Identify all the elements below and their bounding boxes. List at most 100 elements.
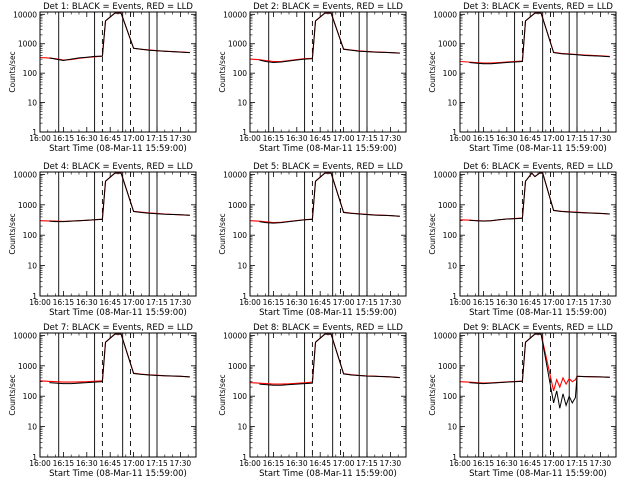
y-tick-label: 10	[237, 99, 247, 108]
y-tick-label: 1	[452, 128, 457, 137]
y-tick-label: 1	[452, 292, 457, 301]
x-tick-label: 17:00	[333, 298, 355, 307]
y-axis-label: Counts/sec	[218, 51, 227, 92]
x-tick-label: 16:15	[53, 298, 75, 307]
chart-title: Det 5: BLACK = Events, RED = LLD	[253, 162, 403, 172]
x-tick-label: 16:15	[473, 459, 495, 468]
y-tick-label: 10	[237, 262, 247, 271]
y-tick-label: 100	[443, 69, 458, 78]
series-line-events	[469, 333, 610, 409]
chart-panel-9: Det 9: BLACK = Events, RED = LLD Counts/s…	[428, 323, 617, 479]
plot-frame	[249, 332, 407, 458]
y-axis-label: Counts/sec	[218, 374, 227, 415]
x-tick-label: 16:00	[29, 459, 51, 468]
series-line-events	[469, 12, 610, 65]
x-tick-label: 17:00	[543, 298, 565, 307]
y-tick-label: 10	[447, 423, 457, 432]
x-tick-label: 16:15	[53, 134, 75, 143]
x-tick-label: 16:00	[449, 298, 471, 307]
series-line-events	[49, 333, 190, 385]
y-tick-label: 1	[242, 292, 247, 301]
y-tick-label: 100	[233, 69, 248, 78]
x-tick-label: 16:30	[76, 459, 98, 468]
x-tick-label: 16:15	[263, 134, 285, 143]
x-axis-label: Start Time (08-Mar-11 15:59:00)	[259, 144, 397, 154]
x-tick-label: 16:00	[449, 459, 471, 468]
x-tick-label: 16:15	[53, 459, 75, 468]
x-tick-label: 16:45	[309, 134, 331, 143]
x-tick-label: 16:00	[29, 298, 51, 307]
series-line-lld	[249, 12, 400, 63]
y-tick-label: 10	[447, 99, 457, 108]
chart-title: Det 7: BLACK = Events, RED = LLD	[43, 323, 193, 333]
plot-frame	[39, 171, 197, 297]
plot-frame	[459, 332, 617, 458]
y-axis-label: Counts/sec	[218, 213, 227, 254]
x-tick-label: 16:45	[519, 134, 541, 143]
y-tick-label: 1	[242, 453, 247, 462]
x-tick-label: 16:30	[286, 459, 308, 468]
chart-title: Det 8: BLACK = Events, RED = LLD	[253, 323, 403, 333]
x-tick-label: 17:15	[356, 134, 378, 143]
chart-title: Det 6: BLACK = Events, RED = LLD	[463, 162, 613, 172]
plot-frame	[459, 11, 617, 133]
series-line-events	[259, 333, 400, 386]
series-line-lld	[459, 333, 610, 392]
x-tick-label: 17:15	[146, 134, 168, 143]
x-tick-label: 16:00	[239, 459, 261, 468]
chart-panel-2: Det 2: BLACK = Events, RED = LLD Counts/s…	[218, 2, 407, 154]
x-tick-label: 17:15	[356, 459, 378, 468]
x-axis-label: Start Time (08-Mar-11 15:59:00)	[49, 469, 187, 479]
x-tick-label: 17:00	[123, 134, 145, 143]
y-tick-label: 1	[32, 292, 37, 301]
chart-panel-6: Det 6: BLACK = Events, RED = LLD Counts/s…	[428, 162, 617, 318]
y-tick-label: 1000	[438, 201, 457, 210]
x-tick-label: 17:30	[170, 298, 192, 307]
y-tick-label: 10000	[433, 331, 457, 340]
y-tick-label: 10000	[223, 331, 247, 340]
x-tick-label: 17:30	[590, 134, 612, 143]
x-tick-label: 16:30	[496, 134, 518, 143]
x-tick-label: 17:00	[333, 459, 355, 468]
y-tick-label: 100	[443, 231, 458, 240]
x-tick-label: 16:30	[76, 298, 98, 307]
series-line-lld	[39, 333, 190, 383]
y-tick-label: 1000	[228, 40, 247, 49]
series-line-events	[49, 12, 190, 62]
x-axis-label: Start Time (08-Mar-11 15:59:00)	[469, 469, 607, 479]
x-tick-label: 16:30	[286, 298, 308, 307]
x-tick-label: 17:15	[566, 298, 588, 307]
y-axis-label: Counts/sec	[428, 51, 437, 92]
x-tick-label: 17:00	[543, 134, 565, 143]
y-axis-label: Counts/sec	[8, 213, 17, 254]
x-tick-label: 17:15	[356, 298, 378, 307]
chart-panel-8: Det 8: BLACK = Events, RED = LLD Counts/s…	[218, 323, 407, 479]
x-tick-label: 17:00	[333, 134, 355, 143]
y-tick-label: 100	[233, 392, 248, 401]
x-axis-label: Start Time (08-Mar-11 15:59:00)	[49, 144, 187, 154]
x-tick-label: 16:45	[519, 459, 541, 468]
y-tick-label: 10000	[223, 10, 247, 19]
x-tick-label: 16:45	[309, 298, 331, 307]
x-tick-label: 16:15	[263, 298, 285, 307]
x-tick-label: 17:15	[146, 459, 168, 468]
y-tick-label: 100	[233, 231, 248, 240]
plot-frame	[39, 11, 197, 133]
x-tick-label: 16:00	[239, 134, 261, 143]
y-tick-label: 1	[242, 128, 247, 137]
x-tick-label: 16:00	[239, 298, 261, 307]
plot-frame	[39, 332, 197, 458]
series-line-lld	[39, 12, 190, 61]
x-tick-label: 17:00	[123, 298, 145, 307]
y-tick-label: 1	[452, 453, 457, 462]
x-tick-label: 16:30	[76, 134, 98, 143]
x-tick-label: 16:45	[99, 459, 121, 468]
y-tick-label: 1000	[228, 201, 247, 210]
y-tick-label: 100	[23, 231, 38, 240]
plot-frame	[249, 11, 407, 133]
plot-frame	[459, 171, 617, 297]
x-tick-label: 17:15	[566, 459, 588, 468]
x-tick-label: 16:45	[309, 459, 331, 468]
x-tick-label: 16:45	[99, 298, 121, 307]
